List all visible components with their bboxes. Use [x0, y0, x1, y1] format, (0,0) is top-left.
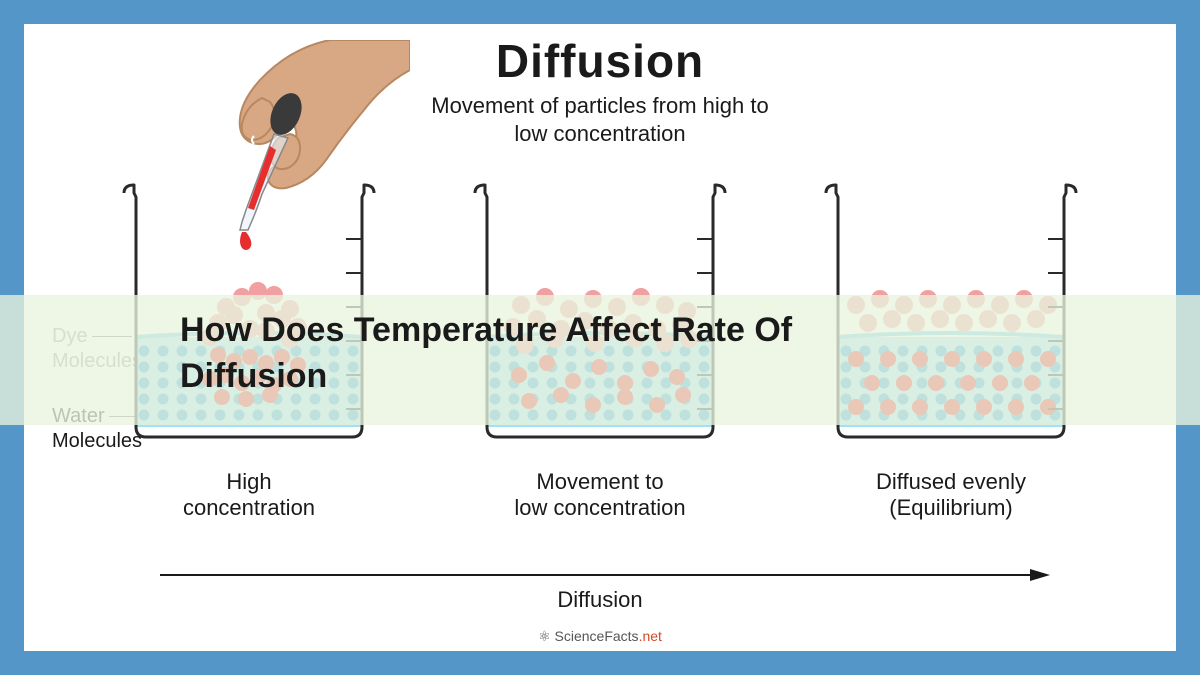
- beaker-1-caption: High concentration: [183, 469, 315, 522]
- overlay-title: How Does Temperature Affect Rate Of Diff…: [180, 308, 792, 400]
- arrow-icon: [150, 565, 1050, 585]
- hand-dropper: [150, 40, 410, 260]
- atom-icon: ⚛: [538, 628, 551, 644]
- outer-frame: Diffusion Movement of particles from hig…: [0, 0, 1200, 675]
- arrow-label: Diffusion: [24, 587, 1176, 613]
- beaker-3-caption: Diffused evenly (Equilibrium): [876, 469, 1026, 522]
- attribution: ⚛ ScienceFacts.net: [24, 628, 1176, 645]
- diffusion-arrow-row: Diffusion: [24, 565, 1176, 613]
- beaker-2-caption: Movement to low concentration: [514, 469, 685, 522]
